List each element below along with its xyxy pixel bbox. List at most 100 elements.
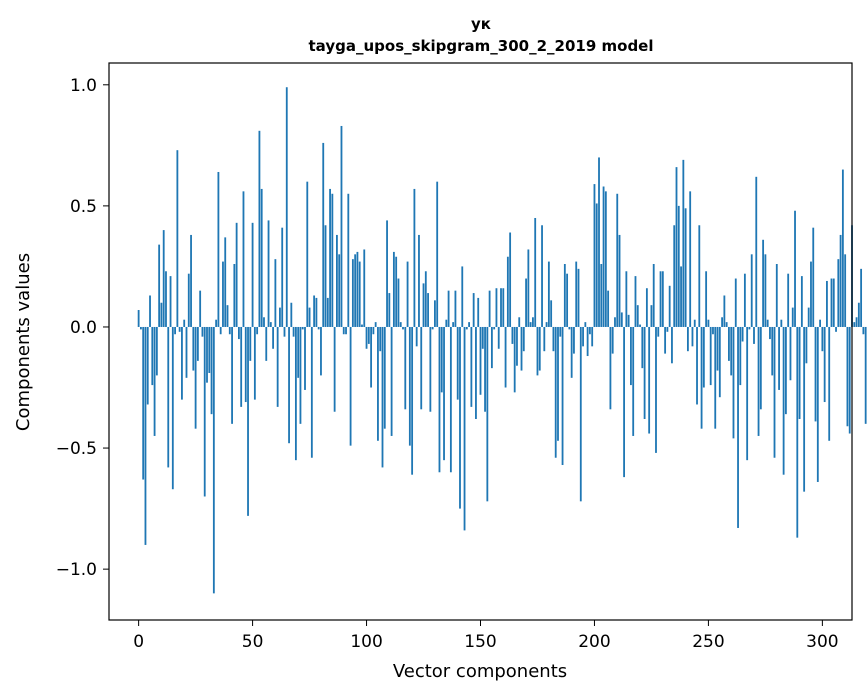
bar-242	[689, 191, 692, 327]
bar-226	[652, 264, 655, 327]
bar-200	[593, 184, 596, 327]
bar-114	[397, 278, 400, 327]
bar-147	[472, 293, 475, 327]
bar-183	[554, 326, 557, 458]
bar-207	[609, 326, 612, 410]
bar-297	[814, 326, 817, 422]
bar-79	[317, 326, 320, 330]
bar-149	[477, 297, 480, 327]
bar-210	[616, 193, 619, 327]
bar-270	[753, 326, 755, 344]
bar-181	[550, 300, 553, 327]
bar-56	[265, 326, 268, 361]
bar-184	[557, 326, 559, 441]
bar-265	[741, 326, 744, 342]
bar-317	[860, 268, 863, 327]
bar-153	[486, 326, 489, 502]
bar-2	[142, 326, 145, 480]
bar-143	[463, 326, 466, 531]
bar-33	[212, 326, 215, 594]
bar-71	[299, 326, 302, 424]
bar-190	[570, 326, 573, 378]
bar-90	[342, 326, 345, 335]
bar-series	[137, 87, 867, 594]
bar-243	[691, 326, 694, 347]
bar-77	[313, 295, 316, 327]
bar-233	[668, 285, 671, 327]
bar-51	[253, 326, 256, 400]
bar-191	[573, 326, 575, 354]
bar-168	[520, 326, 523, 371]
bar-298	[816, 326, 819, 482]
bar-142	[461, 266, 464, 327]
bar-60	[274, 259, 277, 327]
bar-130	[434, 300, 436, 327]
bar-240	[684, 208, 687, 327]
bar-17	[176, 150, 179, 327]
bar-85	[331, 193, 334, 327]
bar-72	[301, 326, 304, 330]
bar-247	[700, 326, 703, 429]
bar-288	[794, 210, 796, 327]
bar-245	[696, 326, 698, 405]
bar-229	[659, 271, 662, 327]
bar-261	[732, 326, 735, 439]
x-axis: 0 50 100 150 200 250 300	[133, 620, 839, 652]
bar-180	[547, 261, 550, 327]
bar-278	[771, 326, 774, 376]
bar-78	[315, 297, 318, 327]
bar-125	[422, 283, 425, 327]
bar-239	[682, 159, 685, 327]
bar-42	[233, 264, 236, 327]
bar-287	[791, 307, 794, 327]
bar-88	[338, 254, 341, 327]
bar-139	[454, 290, 457, 327]
bar-186	[561, 326, 564, 466]
bar-99	[363, 249, 366, 327]
bar-154	[488, 290, 491, 327]
bar-276	[766, 319, 769, 327]
bar-199	[591, 326, 594, 347]
bar-25	[194, 326, 197, 429]
bar-273	[759, 326, 762, 410]
bar-38	[224, 237, 227, 327]
bar-198	[588, 326, 591, 335]
bar-223	[645, 288, 648, 327]
bar-290	[798, 326, 801, 419]
bar-318	[862, 326, 865, 335]
bar-120	[411, 326, 414, 475]
bar-202	[598, 157, 600, 327]
bar-266	[743, 273, 746, 327]
bar-55	[263, 317, 265, 327]
bar-218	[634, 276, 637, 327]
bar-185	[559, 326, 562, 337]
bar-235	[673, 225, 676, 327]
bar-35	[217, 171, 220, 327]
bar-263	[737, 326, 739, 528]
bar-312	[848, 326, 851, 434]
bar-316	[857, 302, 860, 327]
bar-86	[333, 326, 336, 412]
bar-196	[584, 322, 587, 327]
bar-84	[329, 188, 331, 327]
bar-133	[440, 326, 443, 393]
bar-148	[475, 326, 477, 419]
bar-117	[404, 326, 407, 410]
bar-285	[787, 273, 790, 327]
bar-97	[358, 261, 361, 327]
bar-6	[151, 326, 154, 386]
bar-305	[832, 278, 835, 327]
bar-46	[242, 191, 245, 327]
bar-171	[527, 249, 530, 327]
bar-193	[577, 268, 580, 327]
x-tick-label: 150	[464, 632, 496, 652]
bar-73	[304, 326, 306, 390]
bar-174	[534, 217, 537, 327]
bar-192	[575, 261, 578, 327]
x-tick-label: 100	[350, 632, 382, 652]
bar-52	[256, 326, 259, 335]
bar-197	[586, 326, 589, 357]
bar-54	[260, 188, 263, 327]
bar-179	[545, 322, 548, 327]
